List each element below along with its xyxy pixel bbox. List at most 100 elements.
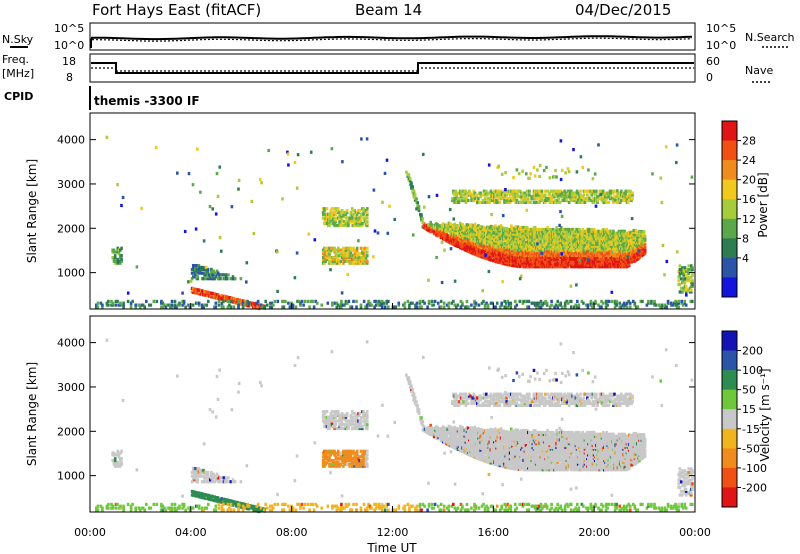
power-cell (520, 227, 523, 231)
power-cell (586, 303, 590, 307)
power-cell (359, 303, 363, 307)
power-cell (415, 207, 418, 211)
power-cell (423, 205, 426, 209)
power-cell (505, 193, 508, 197)
velocity-cell (449, 425, 453, 430)
power-cell (660, 200, 664, 205)
power-cell (483, 197, 487, 201)
power-cell (442, 305, 446, 309)
power-cell (544, 189, 547, 193)
power-cell (453, 198, 456, 203)
power-cell (432, 303, 435, 307)
power-cell (472, 198, 476, 203)
power-cell (561, 168, 564, 172)
power-cell (436, 224, 439, 228)
power-cell (581, 165, 584, 169)
power-cell (222, 305, 225, 309)
power-cell (501, 280, 504, 284)
power-cell (516, 257, 520, 261)
colorbar-swatch (722, 238, 737, 259)
power-cell (339, 259, 343, 263)
freq-unit: [MHz] (2, 67, 34, 80)
power-cell (497, 164, 501, 168)
power-cell (583, 189, 587, 193)
power-cell (538, 163, 542, 168)
power-cell (411, 233, 415, 237)
power-cell (435, 193, 439, 197)
power-cell (227, 273, 230, 277)
power-cell (439, 305, 443, 309)
power-cell (626, 189, 630, 193)
power-cell (631, 197, 634, 201)
power-cell (465, 195, 469, 199)
power-cell (528, 248, 531, 252)
freq-line (91, 62, 694, 74)
power-cell (461, 222, 464, 227)
power-cell (482, 299, 485, 303)
power-cell (120, 203, 123, 208)
power-cell (208, 205, 212, 209)
power-cell (410, 181, 413, 185)
power-cell (525, 252, 529, 256)
power-cell (572, 148, 575, 152)
power-cell (522, 231, 525, 235)
power-cell (218, 165, 221, 169)
power-cell (412, 189, 416, 193)
power-cell (457, 197, 461, 201)
power-cell (215, 172, 219, 176)
power-cell (415, 301, 419, 305)
power-cell (505, 231, 508, 235)
power-cell (630, 217, 634, 221)
power-cell (469, 191, 472, 195)
power-cell (495, 241, 498, 245)
power-cell (690, 175, 694, 179)
power-cell (114, 303, 118, 307)
power-cell (583, 200, 587, 204)
power-cell (120, 246, 123, 250)
power-cell (594, 204, 598, 208)
power-cell (650, 299, 653, 303)
power-cell (511, 241, 514, 245)
power-cell (515, 195, 519, 199)
power-cell (529, 200, 532, 204)
power-cell (521, 263, 524, 267)
power-cell (561, 191, 564, 195)
power-cell (522, 250, 525, 254)
power-cell (176, 171, 179, 175)
power-cell (677, 279, 680, 283)
power-cell (252, 231, 256, 236)
power-cell (497, 189, 501, 193)
power-cell (511, 252, 514, 256)
power-cell (282, 305, 286, 309)
power-cell (311, 299, 314, 303)
power-cell (489, 258, 493, 262)
power-cell (527, 197, 530, 201)
power-cell (586, 258, 590, 262)
power-cell (194, 227, 198, 231)
power-cell (155, 299, 159, 303)
power-cell (514, 230, 518, 234)
power-cell (536, 242, 539, 246)
power-cell (352, 212, 355, 216)
power-cell (507, 237, 511, 241)
power-cell (675, 160, 678, 165)
power-cell (427, 278, 430, 282)
power-cell (458, 191, 462, 195)
colorbar-swatch (722, 257, 737, 278)
power-cell (184, 305, 187, 309)
power-cell (120, 257, 123, 261)
power-cell (548, 176, 552, 180)
power-cell (491, 225, 495, 229)
power-cell (665, 259, 669, 264)
power-cell (439, 299, 443, 303)
power-cell (330, 207, 334, 211)
power-cell (204, 265, 208, 269)
power-cell (222, 299, 225, 303)
power-cell (407, 173, 411, 177)
power-cell (250, 199, 254, 203)
power-cell (664, 145, 668, 149)
power-cell (355, 246, 359, 250)
power-cell (226, 299, 230, 303)
power-cell (481, 198, 485, 203)
power-cell (119, 301, 122, 305)
